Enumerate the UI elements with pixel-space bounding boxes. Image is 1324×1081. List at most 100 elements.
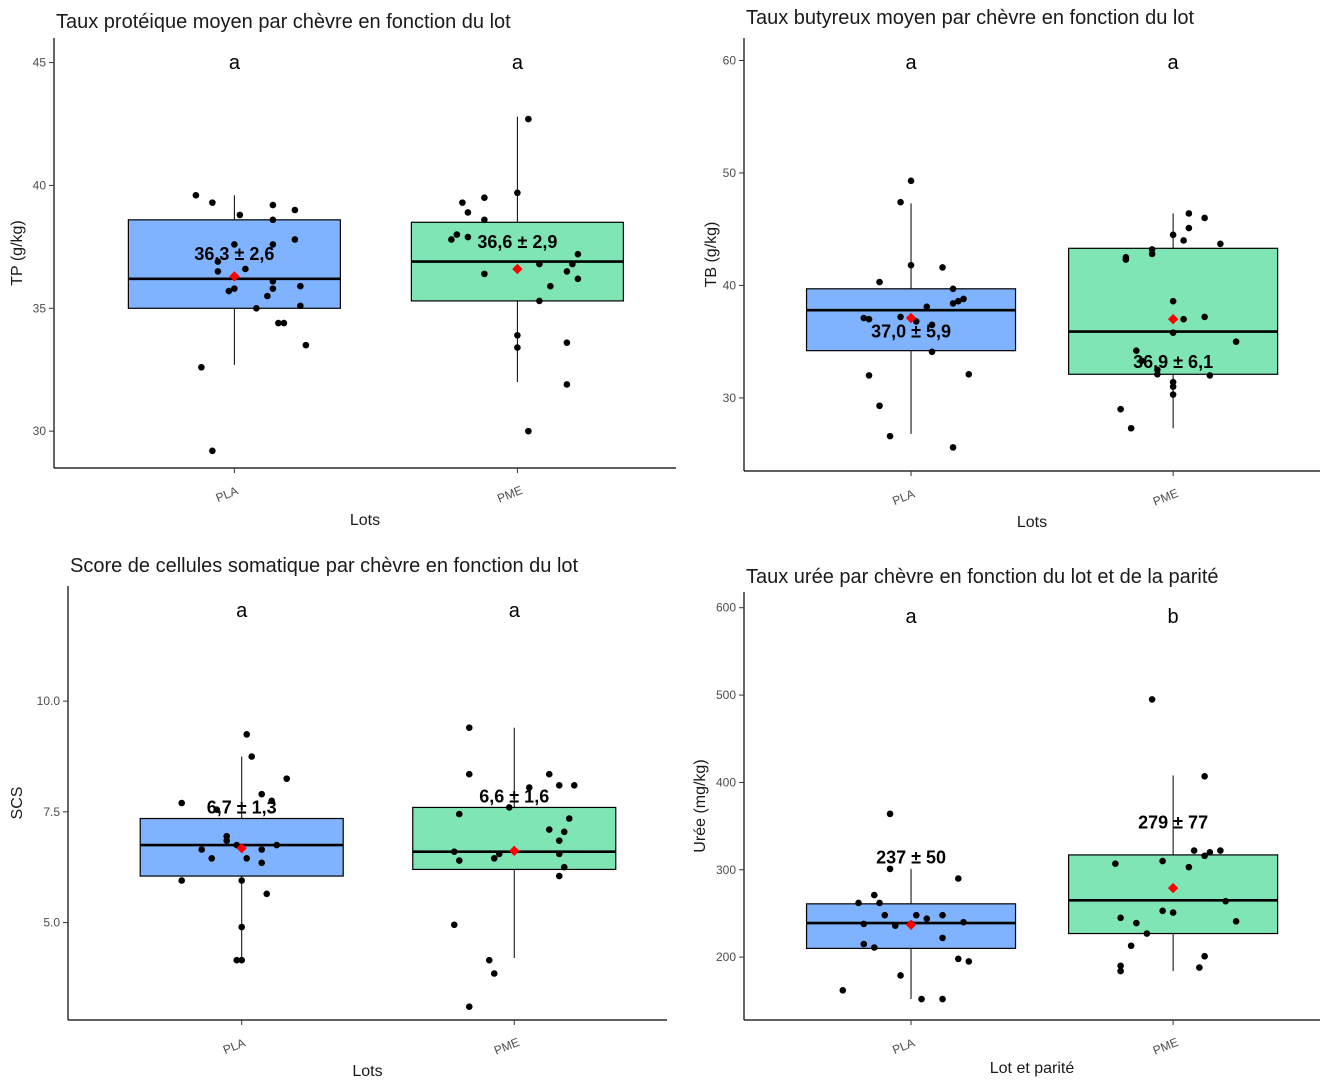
- mean-sd-label: 37,0 ± 5,9: [871, 322, 951, 342]
- data-point: [1154, 370, 1161, 378]
- mean-sd-label: 36,6 ± 2,9: [477, 232, 557, 252]
- data-point: [258, 859, 266, 867]
- data-point: [1232, 917, 1240, 925]
- data-point: [870, 891, 878, 899]
- significance-letter: a: [229, 52, 241, 74]
- data-point: [536, 297, 543, 305]
- data-point: [886, 432, 894, 440]
- data-point: [214, 268, 222, 275]
- y-axis-title: SCS: [9, 787, 26, 820]
- panel-title: Taux protéique moyen par chèvre en fonct…: [56, 11, 511, 33]
- data-point: [514, 189, 521, 197]
- data-point: [242, 265, 249, 273]
- y-tick-label: 5.0: [43, 916, 60, 930]
- data-point: [923, 303, 931, 311]
- data-point: [1112, 860, 1119, 867]
- data-point: [574, 250, 582, 258]
- data-point: [1196, 964, 1203, 971]
- y-tick-label: 40: [723, 278, 737, 292]
- data-point: [545, 826, 553, 833]
- x-tick-label: PLA: [890, 487, 916, 508]
- data-point: [208, 855, 216, 862]
- data-point: [275, 319, 282, 327]
- data-point: [213, 806, 221, 813]
- data-point: [570, 781, 578, 789]
- group-pme: PME 279 ± 77 b: [1068, 606, 1279, 1058]
- data-point: [209, 199, 216, 206]
- y-axis-title: TP (g/kg): [9, 220, 26, 286]
- data-point: [1169, 297, 1177, 305]
- data-point: [525, 784, 533, 791]
- y-tick-label: 7.5: [43, 805, 60, 819]
- y-tick-label: 600: [716, 601, 736, 615]
- data-point: [563, 381, 571, 388]
- panel-3: Score de cellules somatique par chèvre e…: [9, 555, 667, 1080]
- data-point: [1117, 405, 1124, 413]
- data-point: [1217, 847, 1224, 854]
- data-point: [264, 292, 271, 300]
- data-point: [545, 770, 553, 778]
- data-point: [258, 790, 266, 798]
- data-point: [907, 261, 915, 269]
- data-point: [1222, 897, 1229, 905]
- mean-marker: [905, 919, 917, 930]
- data-point: [1138, 357, 1145, 365]
- data-point: [839, 987, 847, 994]
- significance-letter: a: [509, 600, 521, 622]
- mean-sd-label: 279 ± 77: [1138, 813, 1208, 833]
- data-point: [918, 995, 925, 1003]
- data-point: [939, 934, 946, 942]
- y-tick-label: 10.0: [37, 694, 61, 708]
- data-point: [223, 837, 231, 844]
- data-point: [178, 799, 186, 807]
- y-tick-label: 400: [716, 775, 736, 789]
- data-point: [238, 956, 246, 964]
- panel-title: Taux urée par chèvre en fonction du lot …: [746, 566, 1219, 588]
- data-point: [514, 332, 521, 339]
- data-point: [225, 287, 233, 295]
- data-point: [233, 956, 241, 964]
- box: [1068, 247, 1279, 375]
- x-axis-title: Lots: [1017, 514, 1047, 531]
- data-point: [547, 282, 554, 290]
- data-point: [453, 231, 461, 238]
- data-point: [555, 850, 563, 858]
- data-point: [860, 314, 868, 322]
- x-tick-label: PLA: [221, 1036, 247, 1057]
- data-point: [273, 841, 281, 849]
- data-point: [455, 857, 463, 864]
- data-point: [297, 302, 304, 310]
- data-point: [912, 318, 920, 325]
- data-point: [243, 731, 251, 738]
- y-tick-label: 30: [33, 424, 47, 438]
- data-point: [505, 804, 513, 811]
- x-axis-title: Lots: [350, 512, 380, 529]
- x-tick-label: PME: [1151, 1035, 1180, 1058]
- data-point: [1206, 372, 1214, 379]
- data-point: [1201, 773, 1208, 780]
- data-point: [448, 236, 455, 243]
- data-point: [1201, 214, 1208, 222]
- data-point: [886, 810, 894, 818]
- group-pme: PME 36,9 ± 6,1 a: [1068, 52, 1279, 509]
- data-point: [1127, 942, 1135, 950]
- panel-2: Taux butyreux moyen par chèvre en foncti…: [703, 7, 1320, 531]
- data-point: [865, 315, 873, 323]
- data-point: [923, 915, 931, 922]
- data-point: [860, 920, 868, 928]
- mean-marker: [229, 271, 240, 282]
- data-point: [231, 285, 238, 292]
- x-tick-label: PME: [492, 1035, 521, 1058]
- data-point: [1169, 909, 1177, 916]
- data-point: [912, 911, 920, 919]
- data-point: [198, 846, 206, 853]
- data-point: [1133, 347, 1140, 354]
- data-point: [1201, 952, 1208, 960]
- data-point: [1148, 696, 1156, 703]
- data-point: [569, 260, 576, 268]
- y-tick-label: 200: [716, 950, 736, 964]
- y-tick-label: 40: [33, 178, 47, 192]
- data-point: [465, 1003, 473, 1011]
- data-point: [555, 837, 563, 844]
- y-tick-label: 35: [33, 301, 47, 315]
